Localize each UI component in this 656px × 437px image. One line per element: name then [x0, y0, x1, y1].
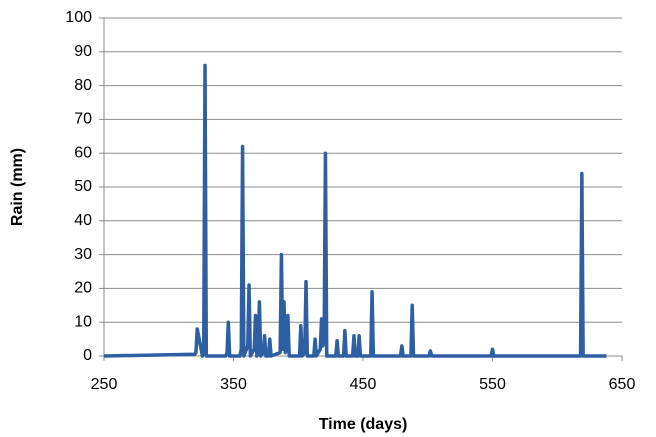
- y-tick-label: 0: [83, 347, 92, 364]
- x-tick-label: 550: [479, 376, 506, 393]
- x-tick-label: 350: [220, 376, 247, 393]
- y-tick-label: 90: [74, 43, 92, 60]
- x-tick-label: 450: [350, 376, 377, 393]
- x-tick-label: 250: [91, 376, 118, 393]
- x-tick-label: 650: [609, 376, 636, 393]
- y-tick-label: 30: [74, 246, 92, 263]
- y-tick-label: 80: [74, 77, 92, 94]
- x-axis-title: Time (days): [319, 416, 408, 433]
- rain-line: [103, 63, 607, 358]
- y-tick-label: 20: [74, 280, 92, 297]
- y-tick-label: 70: [74, 111, 92, 128]
- y-axis-title: Rain (mm): [9, 148, 26, 226]
- y-tick-label: 10: [74, 313, 92, 330]
- y-tick-label: 40: [74, 212, 92, 229]
- y-tick-label: 60: [74, 144, 92, 161]
- y-tick-label: 100: [65, 9, 92, 26]
- y-tick-label: 50: [74, 178, 92, 195]
